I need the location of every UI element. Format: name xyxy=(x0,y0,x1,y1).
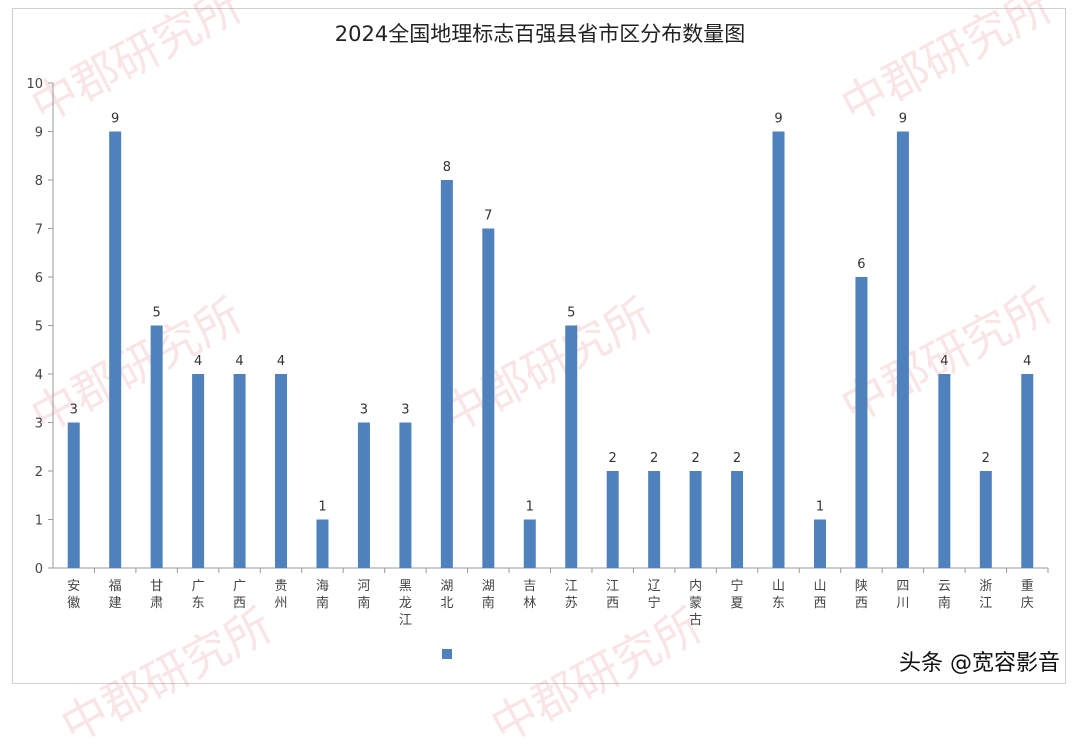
y-tick-label: 9 xyxy=(35,126,43,141)
y-tick-label: 4 xyxy=(35,368,43,383)
bar xyxy=(607,471,619,568)
x-tick-label: 吉林 xyxy=(523,579,536,611)
data-label: 1 xyxy=(318,500,326,515)
bar xyxy=(275,374,287,568)
data-label: 2 xyxy=(609,451,617,466)
x-tick-label: 陕西 xyxy=(855,579,868,611)
y-tick-label: 0 xyxy=(35,562,43,577)
x-tick-label: 黑龙江 xyxy=(399,579,412,628)
y-tick-label: 5 xyxy=(35,320,43,335)
data-label: 3 xyxy=(401,403,409,418)
data-label: 4 xyxy=(1023,354,1031,369)
x-tick-label: 山东 xyxy=(772,579,785,611)
x-tick-label: 甘肃 xyxy=(150,579,163,611)
data-label: 4 xyxy=(940,354,948,369)
x-tick-label: 贵州 xyxy=(275,579,288,611)
data-label: 5 xyxy=(153,306,161,321)
data-label: 2 xyxy=(982,451,990,466)
bar xyxy=(68,423,80,569)
bar xyxy=(773,132,785,569)
data-label: 4 xyxy=(194,354,202,369)
x-tick-label: 宁夏 xyxy=(731,578,744,611)
x-tick-label: 安徽 xyxy=(67,579,80,611)
data-label: 4 xyxy=(235,354,243,369)
bar xyxy=(234,374,246,568)
data-label: 9 xyxy=(899,112,907,127)
x-tick-label: 江苏 xyxy=(565,579,578,611)
data-label: 6 xyxy=(857,257,865,272)
bar xyxy=(938,374,950,568)
x-tick-label: 重庆 xyxy=(1021,578,1034,611)
bar xyxy=(358,423,370,569)
x-tick-label: 辽宁 xyxy=(648,579,661,611)
bar xyxy=(565,326,577,569)
bar-chart: 0 1 2 3 4 5 6 7 8 9 10 3 安徽 9 福建 5 甘肃 4 广东 4 广西 4 贵州 1 海南 3 河南 3 黑龙江… xyxy=(0,0,1080,695)
y-tick-label: 3 xyxy=(35,417,43,432)
bar xyxy=(690,471,702,568)
bar xyxy=(1021,374,1033,568)
bar xyxy=(897,132,909,569)
data-label: 2 xyxy=(733,451,741,466)
bar xyxy=(482,229,494,569)
x-tick-label: 河南 xyxy=(357,579,370,611)
data-label: 5 xyxy=(567,306,575,321)
x-tick-label: 内蒙古 xyxy=(689,578,702,628)
bar xyxy=(399,423,411,569)
y-tick-label: 7 xyxy=(35,223,43,238)
y-tick-label: 2 xyxy=(35,465,43,480)
bar xyxy=(441,180,453,568)
bar xyxy=(980,471,992,568)
x-tick-label: 广东 xyxy=(192,579,205,611)
legend-marker xyxy=(442,649,452,659)
y-tick-label: 1 xyxy=(35,514,43,529)
data-label: 7 xyxy=(484,209,492,224)
data-label: 9 xyxy=(774,112,782,127)
data-label: 1 xyxy=(526,500,534,515)
bar xyxy=(814,520,826,569)
data-label: 2 xyxy=(650,451,658,466)
data-label: 8 xyxy=(443,160,451,175)
bar xyxy=(731,471,743,568)
data-label: 4 xyxy=(277,354,285,369)
bar xyxy=(524,520,536,569)
x-tick-label: 湖南 xyxy=(482,579,495,611)
credit-text: 头条 @宽容影音 xyxy=(899,645,1060,677)
bar xyxy=(648,471,660,568)
bar xyxy=(192,374,204,568)
y-tick-label: 6 xyxy=(35,271,43,286)
x-tick-label: 海南 xyxy=(316,579,329,611)
data-label: 3 xyxy=(70,403,78,418)
data-label: 2 xyxy=(691,451,699,466)
x-tick-label: 山西 xyxy=(813,579,826,611)
bar xyxy=(316,520,328,569)
y-tick-label: 10 xyxy=(26,77,43,92)
x-tick-label: 四川 xyxy=(896,579,909,611)
x-tick-label: 江西 xyxy=(606,579,619,611)
y-tick-label: 8 xyxy=(35,174,43,189)
data-label: 9 xyxy=(111,112,119,127)
x-tick-label: 湖北 xyxy=(440,579,453,611)
bar xyxy=(855,277,867,568)
bar xyxy=(109,132,121,569)
data-label: 1 xyxy=(816,500,824,515)
x-tick-label: 浙江 xyxy=(979,579,992,611)
data-label: 3 xyxy=(360,403,368,418)
x-tick-label: 广西 xyxy=(233,579,246,611)
x-tick-label: 云南 xyxy=(938,579,951,611)
x-tick-label: 福建 xyxy=(109,579,122,611)
bar xyxy=(151,326,163,569)
